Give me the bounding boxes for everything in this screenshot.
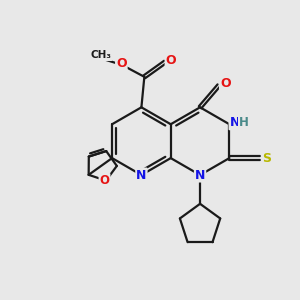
Text: O: O — [220, 76, 231, 90]
Text: S: S — [262, 152, 271, 165]
Text: O: O — [116, 57, 127, 70]
Text: N: N — [136, 169, 147, 182]
Text: N: N — [230, 116, 240, 129]
Text: H: H — [238, 116, 248, 129]
Text: CH₃: CH₃ — [91, 50, 112, 60]
Text: O: O — [166, 54, 176, 67]
Text: O: O — [100, 174, 110, 187]
Text: N: N — [195, 169, 205, 182]
